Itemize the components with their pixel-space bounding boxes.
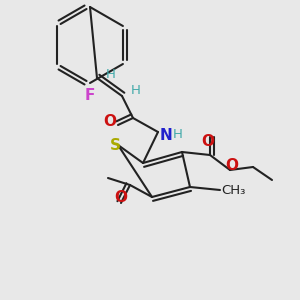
Text: N: N [160, 128, 172, 142]
Text: O: O [115, 190, 128, 206]
Text: CH₃: CH₃ [221, 184, 245, 196]
Text: O: O [226, 158, 238, 172]
Text: H: H [173, 128, 183, 142]
Text: F: F [85, 88, 95, 103]
Text: S: S [110, 137, 121, 152]
Text: H: H [131, 83, 141, 97]
Text: O: O [103, 115, 116, 130]
Text: H: H [106, 68, 116, 80]
Text: O: O [202, 134, 214, 149]
